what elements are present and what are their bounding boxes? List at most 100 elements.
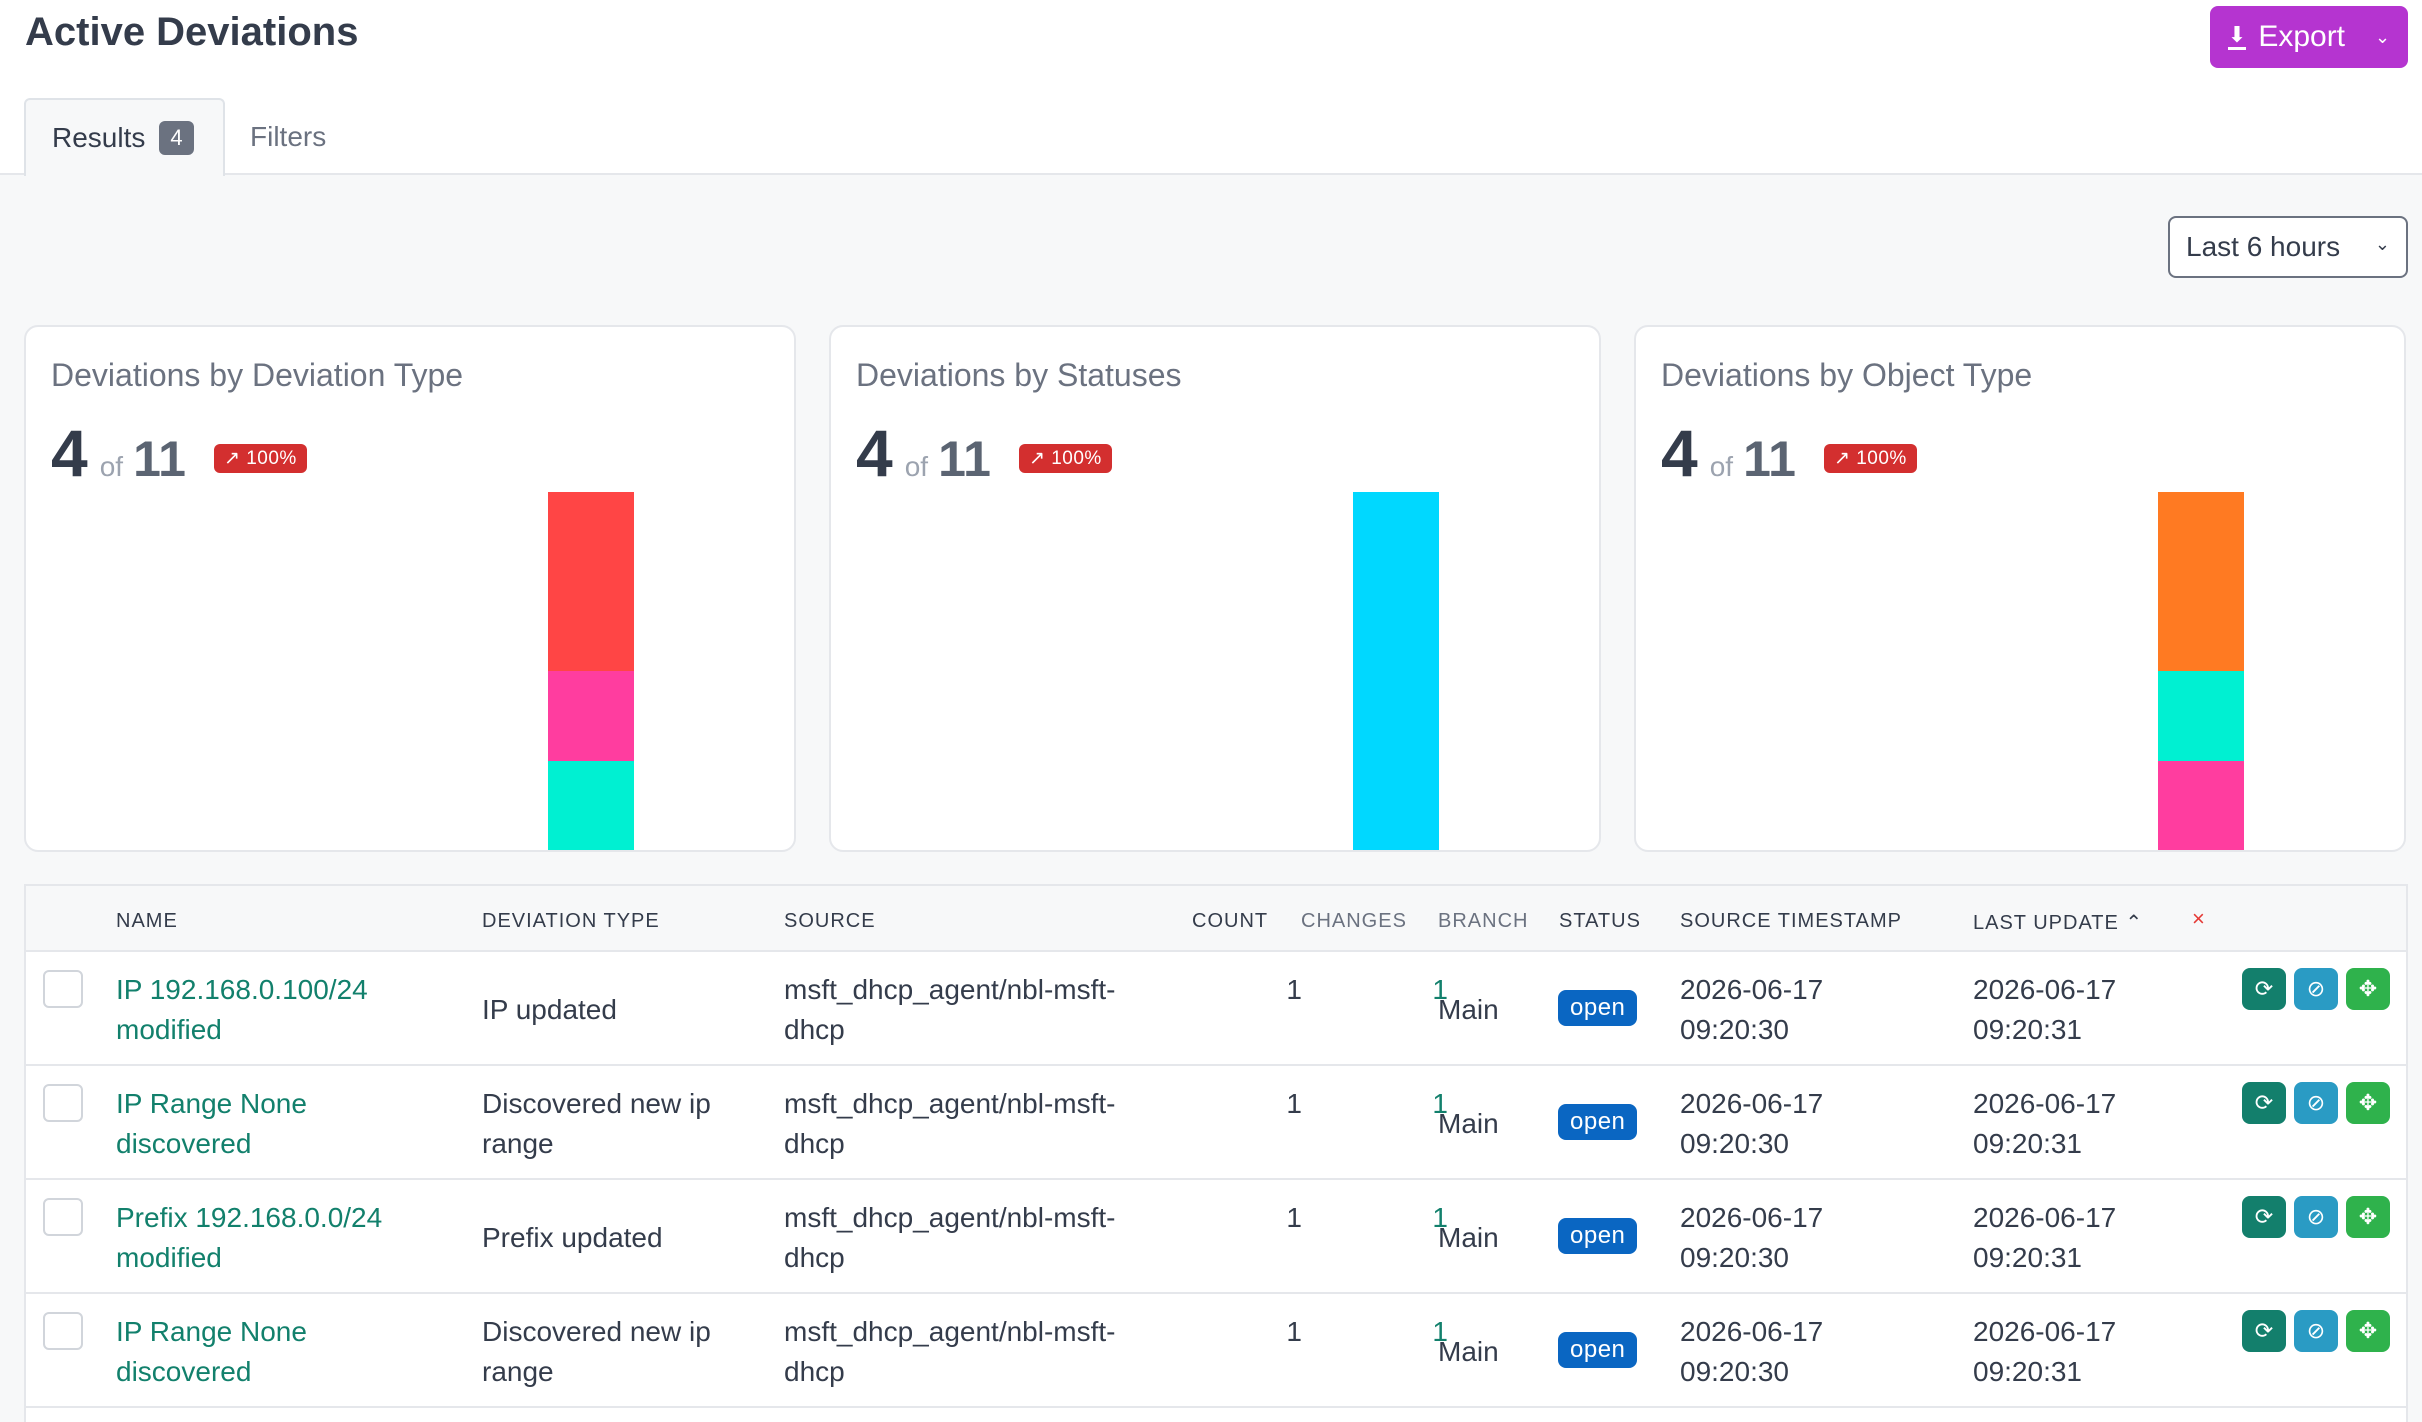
last-update-cell: 2026-06-17 09:20:31 <box>1973 1084 2116 1164</box>
card-metric: 4 of 11 <box>51 415 186 491</box>
changes-link[interactable]: 1 <box>1432 1316 1448 1347</box>
apply-icon[interactable]: ✥ <box>2346 1082 2390 1124</box>
hide-icon[interactable]: ⊘ <box>2294 1082 2338 1124</box>
sync-icon[interactable]: ⟳ <box>2242 1310 2286 1352</box>
deviation-name-link[interactable]: IP 192.168.0.100/24 modified <box>116 970 476 1050</box>
bar-segment[interactable] <box>548 671 634 761</box>
column-header-branch[interactable]: BRANCH <box>1438 910 1529 932</box>
metric-total: 11 <box>133 431 186 487</box>
cell-text: 09:20:30 <box>1680 1356 1789 1387</box>
table-header: NAME DEVIATION TYPE SOURCE COUNT CHANGES… <box>26 886 2406 952</box>
bar-segment[interactable] <box>2158 492 2244 671</box>
changes-link[interactable]: 1 <box>1432 974 1448 1005</box>
source-cell: msft_dhcp_agent/nbl-msft-dhcp <box>784 1198 1144 1278</box>
column-header-source[interactable]: SOURCE <box>784 910 876 932</box>
column-header-count[interactable]: COUNT <box>1192 910 1269 932</box>
cell-text: 09:20:30 <box>1680 1128 1789 1159</box>
deviation-type-cell: IP updated <box>482 990 742 1030</box>
cell-text: msft_dhcp_agent/nbl-msft- <box>784 1202 1116 1233</box>
apply-icon[interactable]: ✥ <box>2346 1310 2390 1352</box>
bar-segment[interactable] <box>548 492 634 671</box>
tab-results[interactable]: Results 4 <box>24 98 225 176</box>
cell-text: discovered <box>116 1128 252 1159</box>
table-row[interactable]: Prefix 192.168.0.0/24 modified Prefix upda… <box>26 1180 2406 1294</box>
sync-icon[interactable]: ⟳ <box>2242 968 2286 1010</box>
chevron-down-icon[interactable]: ⌄ <box>2375 26 2391 47</box>
sync-icon[interactable]: ⟳ <box>2242 1082 2286 1124</box>
metric-of: of <box>1709 451 1734 482</box>
hide-icon[interactable]: ⊘ <box>2294 1310 2338 1352</box>
source-cell: msft_dhcp_agent/nbl-msft-dhcp <box>784 970 1144 1050</box>
tab-filters-label: Filters <box>250 121 327 152</box>
trend-badge: ↗ 100% <box>1824 444 1917 473</box>
tab-filters[interactable]: Filters <box>250 98 326 176</box>
card-title: Deviations by Object Type <box>1661 357 2033 393</box>
cell-text: msft_dhcp_agent/nbl-msft- <box>784 1316 1116 1347</box>
cell-text: 2026-06-17 <box>1973 1088 2117 1119</box>
apply-icon[interactable]: ✥ <box>2346 1196 2390 1238</box>
cell-text: 09:20:31 <box>1973 1014 2082 1045</box>
cell-text: range <box>482 1356 554 1387</box>
branch-cell: Main <box>1438 994 1499 1025</box>
cell-text: modified <box>116 1242 222 1273</box>
source-cell: msft_dhcp_agent/nbl-msft-dhcp <box>784 1084 1144 1164</box>
cell-text: modified <box>116 1014 222 1045</box>
bar-segment[interactable] <box>2158 760 2244 850</box>
last-update-cell: 2026-06-17 09:20:31 <box>1973 970 2116 1050</box>
apply-icon[interactable]: ✥ <box>2346 968 2390 1010</box>
bar-segment[interactable] <box>1353 492 1439 850</box>
export-button[interactable]: ⬇ Export ⌄ <box>2210 6 2408 68</box>
cell-text: IP updated <box>482 994 617 1025</box>
table-row[interactable]: IP Range None discovered Discovered new ip… <box>26 1066 2406 1180</box>
sync-icon[interactable]: ⟳ <box>2242 1196 2286 1238</box>
stacked-bar[interactable] <box>548 492 634 850</box>
column-header-last-update[interactable]: LAST UPDATE ⌃ <box>1973 912 2144 934</box>
count-cell: 1 <box>1286 1316 1302 1347</box>
last-update-cell: 2026-06-17 09:20:31 <box>1973 1312 2116 1392</box>
row-checkbox[interactable] <box>43 1084 83 1122</box>
cell-text: 2026-06-17 <box>1680 1316 1824 1347</box>
export-label: Export <box>2258 20 2346 53</box>
hide-icon[interactable]: ⊘ <box>2294 968 2338 1010</box>
changes-link[interactable]: 1 <box>1432 1088 1448 1119</box>
bar-segment[interactable] <box>2158 671 2244 761</box>
cell-text: 2026-06-17 <box>1680 974 1824 1005</box>
column-header-name[interactable]: NAME <box>116 910 178 932</box>
source-cell: msft_dhcp_agent/nbl-msft-dhcp <box>784 1312 1144 1392</box>
table-row[interactable]: IP 192.168.0.100/24 modified IP updated msf… <box>26 952 2406 1066</box>
cell-text: 09:20:31 <box>1973 1242 2082 1273</box>
deviation-name-link[interactable]: IP Range None discovered <box>116 1084 476 1164</box>
stacked-bar[interactable] <box>1353 492 1439 850</box>
chart-card: Deviations by Deviation Type 4 of 11 ↗ 100% <box>24 325 796 852</box>
column-header-changes[interactable]: CHANGES <box>1301 910 1407 932</box>
column-header-deviation-type[interactable]: DEVIATION TYPE <box>482 910 660 932</box>
changes-link[interactable]: 1 <box>1432 1202 1448 1233</box>
status-badge: open <box>1558 1332 1638 1368</box>
table-row[interactable]: IP Range None discovered Discovered new ip… <box>26 1294 2406 1408</box>
card-metric: 4 of 11 <box>856 415 991 491</box>
column-header-status[interactable]: STATUS <box>1559 910 1641 932</box>
clear-sort-icon[interactable]: × <box>2192 906 2206 931</box>
column-header-source-timestamp[interactable]: SOURCE TIMESTAMP <box>1680 910 1902 932</box>
card-title: Deviations by Statuses <box>856 357 1182 393</box>
status-badge: open <box>1558 990 1638 1026</box>
cell-text: msft_dhcp_agent/nbl-msft- <box>784 1088 1116 1119</box>
deviation-name-link[interactable]: IP Range None discovered <box>116 1312 476 1392</box>
results-count-badge: 4 <box>159 121 194 155</box>
branch-cell: Main <box>1438 1336 1499 1367</box>
last-update-cell: 2026-06-17 09:20:31 <box>1973 1198 2116 1278</box>
row-checkbox[interactable] <box>43 1198 83 1236</box>
trend-badge: ↗ 100% <box>1019 444 1112 473</box>
hide-icon[interactable]: ⊘ <box>2294 1196 2338 1238</box>
count-cell: 1 <box>1286 1202 1302 1233</box>
row-checkbox[interactable] <box>43 1312 83 1350</box>
time-range-select[interactable]: Last 6 hours ⌄ <box>2168 216 2408 278</box>
stacked-bar[interactable] <box>2158 492 2244 850</box>
page-header: Active Deviations ⬇ Export ⌄ Results 4 F… <box>0 0 2422 176</box>
deviation-type-cell: Discovered new ip range <box>482 1312 742 1392</box>
cell-text: IP 192.168.0.100/24 <box>116 974 368 1005</box>
deviation-name-link[interactable]: Prefix 192.168.0.0/24 modified <box>116 1198 476 1278</box>
bar-segment[interactable] <box>548 760 634 850</box>
row-checkbox[interactable] <box>43 970 83 1008</box>
source-timestamp-cell: 2026-06-17 09:20:30 <box>1680 970 1823 1050</box>
